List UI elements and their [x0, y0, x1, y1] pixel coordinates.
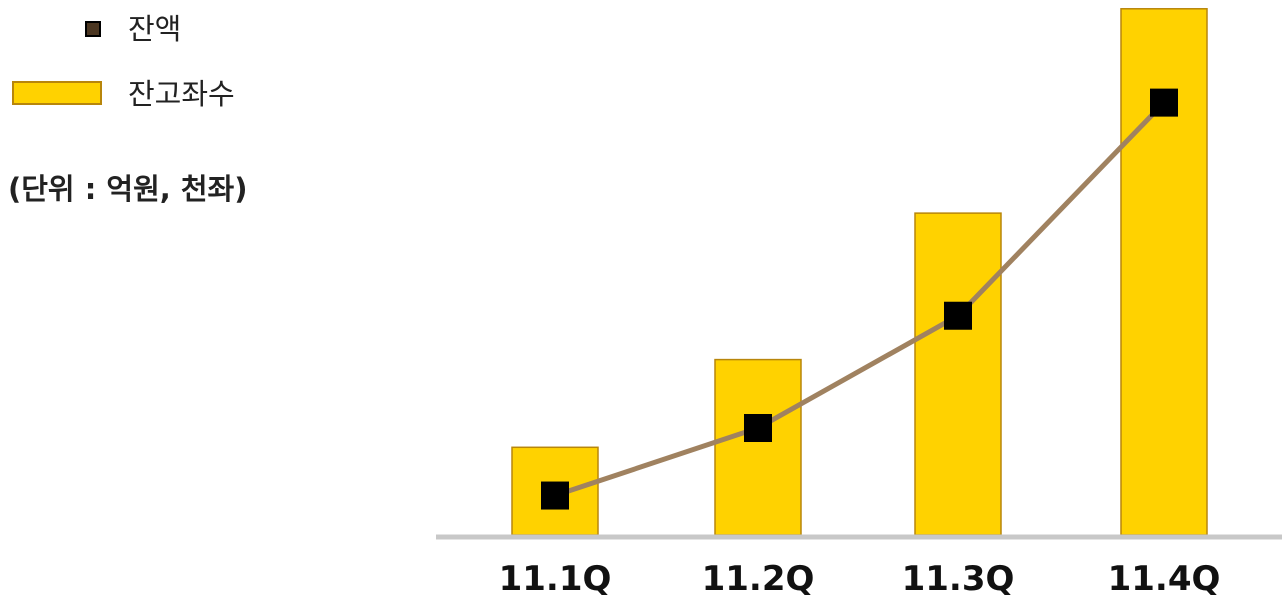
x-axis-ticks: 11.1Q 11.2Q 11.3Q 11.4Q: [499, 559, 1221, 596]
legend: 잔액 잔고좌수: [12, 12, 235, 111]
line-path: [554, 100, 1166, 498]
legend-item-line: 잔액: [85, 12, 181, 46]
x-tick-label: 11.4Q: [1108, 559, 1221, 596]
x-tick-label: 11.2Q: [702, 559, 815, 596]
x-tick-label: 11.3Q: [902, 559, 1015, 596]
bar-11.2Q: [714, 358, 802, 536]
bar-11.3Q: [914, 212, 1002, 536]
legend-item-bar: 잔고좌수: [12, 77, 235, 111]
bar-11.4Q: [1120, 8, 1208, 536]
line-marker-11.2Q: [744, 414, 772, 442]
line-marker-11.1Q: [541, 481, 569, 510]
line-series: [541, 88, 1178, 510]
legend-line-label: 잔액: [128, 12, 181, 46]
bar-series: [511, 8, 1208, 536]
unit-label: (단위 : 억원, 천좌): [8, 172, 248, 206]
legend-line-marker: [85, 21, 101, 37]
legend-bar-swatch: [12, 81, 102, 105]
line-marker-11.4Q: [1150, 88, 1178, 117]
legend-bar-label: 잔고좌수: [128, 77, 235, 111]
x-tick-label: 11.1Q: [499, 559, 612, 596]
line-marker-11.3Q: [944, 301, 972, 330]
